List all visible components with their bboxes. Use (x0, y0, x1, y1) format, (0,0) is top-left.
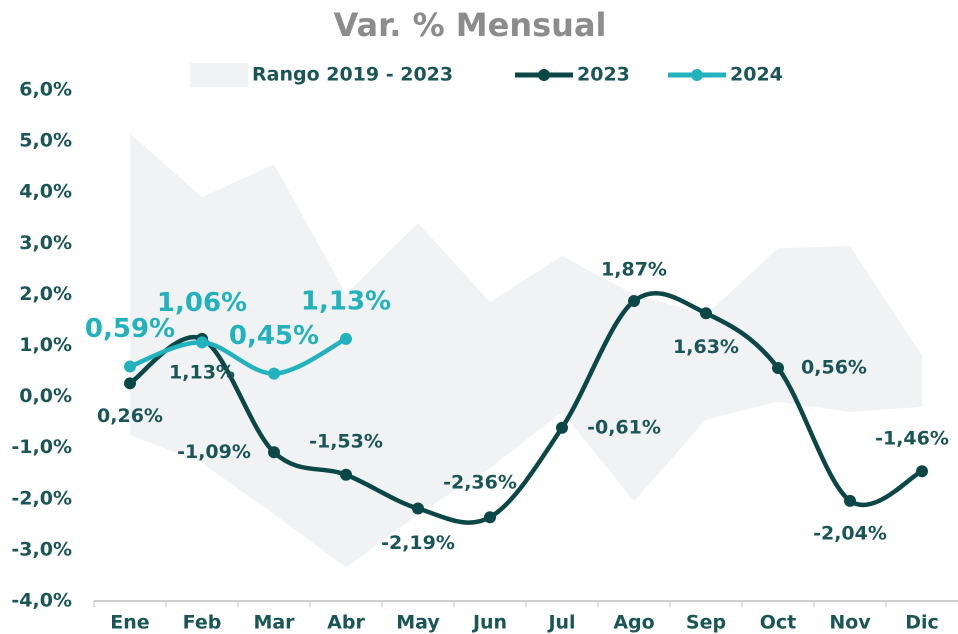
data-point (700, 307, 712, 320)
chart-title: Var. % Mensual (333, 6, 606, 44)
data-label: 0,45% (229, 321, 319, 351)
data-label: -0,61% (587, 416, 661, 438)
data-point (124, 377, 136, 390)
y-tick-label: 2,0% (19, 283, 72, 305)
x-tick-label: Feb (183, 612, 222, 634)
data-label: 1,13% (169, 361, 235, 383)
data-point (268, 367, 280, 380)
x-tick-label: May (396, 612, 440, 634)
data-label: 1,06% (157, 288, 247, 318)
y-tick-label: 5,0% (19, 130, 72, 152)
x-tick-label: Jul (546, 612, 575, 634)
data-point (628, 295, 640, 308)
data-point (916, 465, 928, 478)
data-label: -2,04% (813, 522, 887, 544)
data-point (340, 468, 352, 481)
legend-swatch (190, 63, 248, 87)
legend-label: Rango 2019 - 2023 (252, 64, 453, 86)
data-point (340, 332, 352, 345)
x-tick-label: Sep (686, 612, 726, 634)
y-tick-label: 0,0% (19, 385, 72, 407)
data-point (196, 336, 208, 349)
x-tick-label: Dic (905, 612, 939, 634)
data-label: 1,87% (601, 259, 667, 281)
data-label: -1,09% (177, 441, 251, 463)
y-tick-label: -3,0% (11, 538, 72, 560)
legend-marker (538, 69, 550, 81)
legend-marker (691, 69, 703, 81)
data-label: -2,19% (381, 532, 455, 554)
x-tick-label: Ene (110, 612, 149, 634)
data-label: -1,53% (309, 430, 383, 452)
data-point (484, 511, 496, 524)
x-tick-label: Mar (253, 612, 295, 634)
y-tick-label: -2,0% (11, 487, 72, 509)
y-tick-label: 4,0% (19, 181, 72, 203)
data-point (124, 360, 136, 373)
y-tick-label: 3,0% (19, 232, 72, 254)
x-tick-label: Abr (327, 612, 365, 634)
data-point (268, 446, 280, 459)
data-label: 0,26% (97, 405, 163, 427)
legend-label: 2023 (577, 64, 630, 86)
data-label: 0,59% (85, 314, 175, 344)
data-point (412, 502, 424, 515)
series-line (129, 336, 348, 376)
data-label: -2,36% (443, 472, 517, 494)
data-label: -1,46% (875, 428, 949, 450)
x-tick-label: Nov (829, 612, 871, 634)
data-point (556, 421, 568, 434)
y-tick-label: 6,0% (19, 79, 72, 101)
data-label: 1,13% (301, 286, 391, 316)
x-tick-label: Jun (471, 612, 507, 634)
legend-label: 2024 (730, 64, 783, 86)
data-point (772, 361, 784, 374)
y-tick-label: -4,0% (11, 590, 72, 612)
range-area (130, 133, 922, 568)
y-tick-label: -1,0% (11, 436, 72, 458)
y-tick-label: 1,0% (19, 334, 72, 356)
data-label: 1,63% (673, 336, 739, 358)
data-label: 0,56% (801, 356, 867, 378)
x-tick-label: Oct (760, 612, 797, 634)
x-tick-label: Ago (613, 612, 654, 634)
data-point (844, 494, 856, 507)
series-line (128, 290, 924, 525)
